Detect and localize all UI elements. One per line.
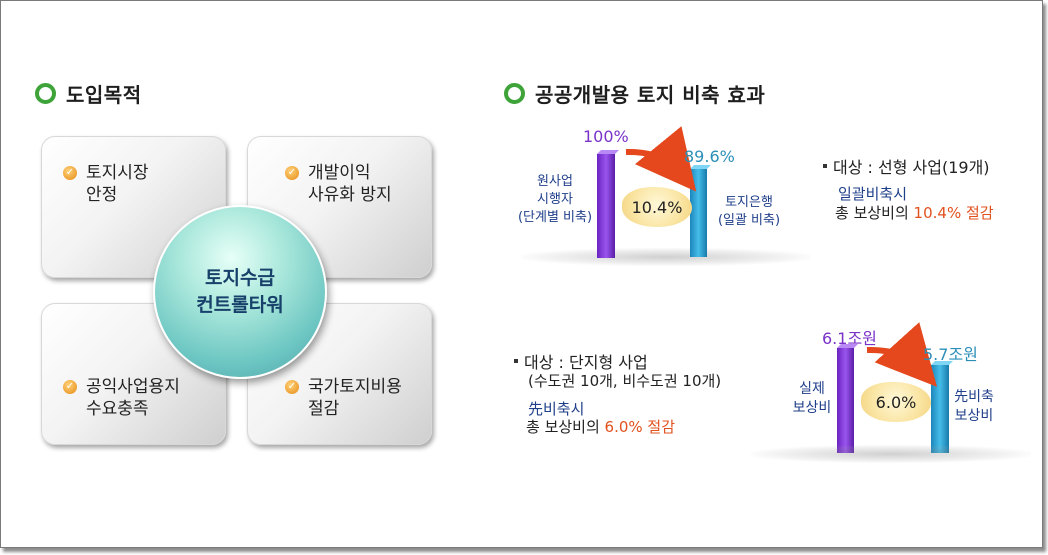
bar-value-label: 5.7조원 <box>923 345 978 364</box>
square-bullet-icon <box>823 163 827 168</box>
bar-caption: 실제 보상비 <box>792 381 832 416</box>
square-bullet-icon <box>514 358 518 363</box>
right-section-title: 공공개발용 토지 비축 효과 <box>504 79 765 108</box>
diff-badge: 10.4% <box>622 187 692 227</box>
bar-6-1 <box>837 348 854 453</box>
bar-caption: 先비축 보상비 <box>954 389 994 424</box>
bar-6-1-top <box>837 344 858 348</box>
top-target-text: 대상 : 선형 사업(19개) <box>823 154 990 178</box>
bar-value-label: 100% <box>583 127 629 146</box>
center-circle: 토지수급 컨트롤타워 <box>153 205 327 379</box>
bar-100pct <box>597 154 615 258</box>
check-icon: ✓ <box>285 166 299 180</box>
center-line-2: 컨트롤타워 <box>196 294 284 316</box>
bar-100pct-top <box>597 150 619 154</box>
bar-caption: 원사업 시행자 (단계별 비축) <box>517 174 593 225</box>
purpose-item: ✓ 토지시장 안정 <box>63 162 149 206</box>
top-kind-text: 일괄비축시 <box>838 185 908 203</box>
decrease-arrow-icon <box>625 126 697 192</box>
diff-badge: 6.0% <box>861 382 931 422</box>
bar-89-6pct <box>690 169 707 257</box>
chart-floor-shadow <box>521 248 811 266</box>
chart-graphics <box>597 126 953 453</box>
bottom-kind-text: 先비축시 <box>528 400 585 418</box>
decrease-arrow-icon <box>866 322 938 387</box>
purpose-item: ✓ 공익사업용지 수요충족 <box>63 376 180 420</box>
top-saving-text: 총 보상비의 10.4% 절감 <box>835 204 994 222</box>
purpose-item: ✓ 국가토지비용 절감 <box>285 376 402 420</box>
chart-floor-shadow <box>751 445 1031 463</box>
ring-bullet-icon <box>35 83 56 104</box>
bar-caption: 토지은행 (일괄 비축) <box>717 195 781 228</box>
ring-bullet-icon <box>504 83 525 104</box>
bar-5-7 <box>931 365 949 453</box>
check-icon: ✓ <box>63 380 77 394</box>
center-line-1: 토지수급 <box>205 267 275 289</box>
bottom-target-sub: (수도권 10개, 비수도권 10개) <box>528 372 722 390</box>
bottom-saving-text: 총 보상비의 6.0% 절감 <box>526 418 676 436</box>
purpose-item: ✓ 개발이익 사유화 방지 <box>285 162 392 206</box>
bar-value-label: 6.1조원 <box>822 329 877 348</box>
check-icon: ✓ <box>63 166 77 180</box>
left-section-title: 도입목적 <box>35 79 142 108</box>
bottom-target-text: 대상 : 단지형 사업 <box>514 349 648 373</box>
bar-value-label: 89.6% <box>684 147 735 166</box>
check-icon: ✓ <box>285 380 299 394</box>
